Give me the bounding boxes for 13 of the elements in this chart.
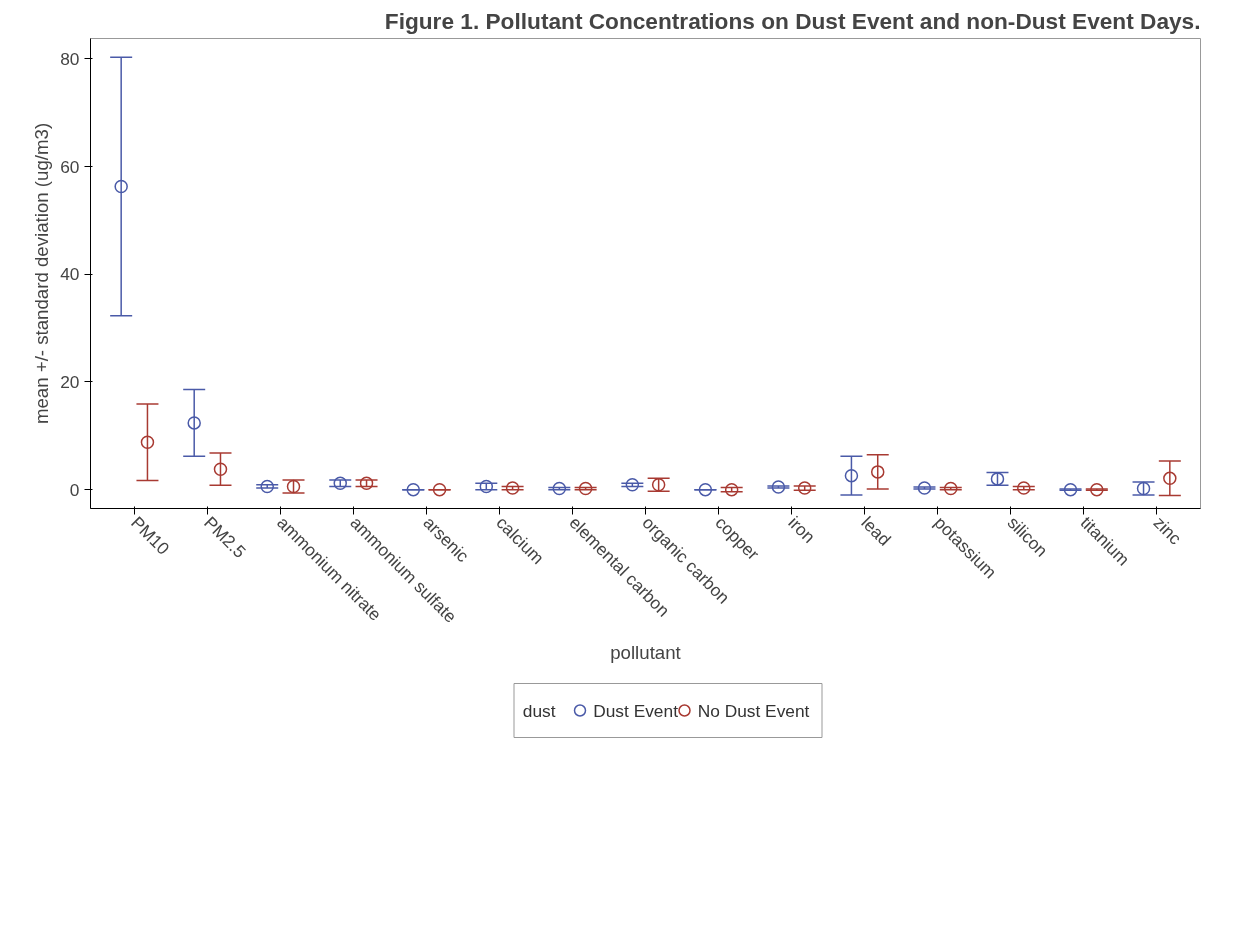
legend-label: Dust Event bbox=[593, 700, 679, 721]
x-tick-label: iron bbox=[784, 512, 820, 548]
chart-title: Figure 1. Pollutant Concentrations on Dust Event and non-Dust Event Days. bbox=[384, 7, 1201, 34]
y-tick-label: 60 bbox=[60, 156, 80, 177]
y-tick-label: 80 bbox=[60, 48, 80, 69]
y-tick-label: 40 bbox=[60, 264, 80, 285]
y-axis-title: mean +/- standard deviation (ug/m3) bbox=[31, 122, 53, 425]
x-axis-title: pollutant bbox=[610, 641, 682, 663]
y-tick-label: 0 bbox=[69, 479, 80, 500]
y-tick-label: 20 bbox=[60, 371, 80, 392]
x-tick-label: zinc bbox=[1149, 512, 1186, 549]
legend-title: dust bbox=[522, 700, 556, 721]
legend-label: No Dust Event bbox=[697, 700, 810, 721]
